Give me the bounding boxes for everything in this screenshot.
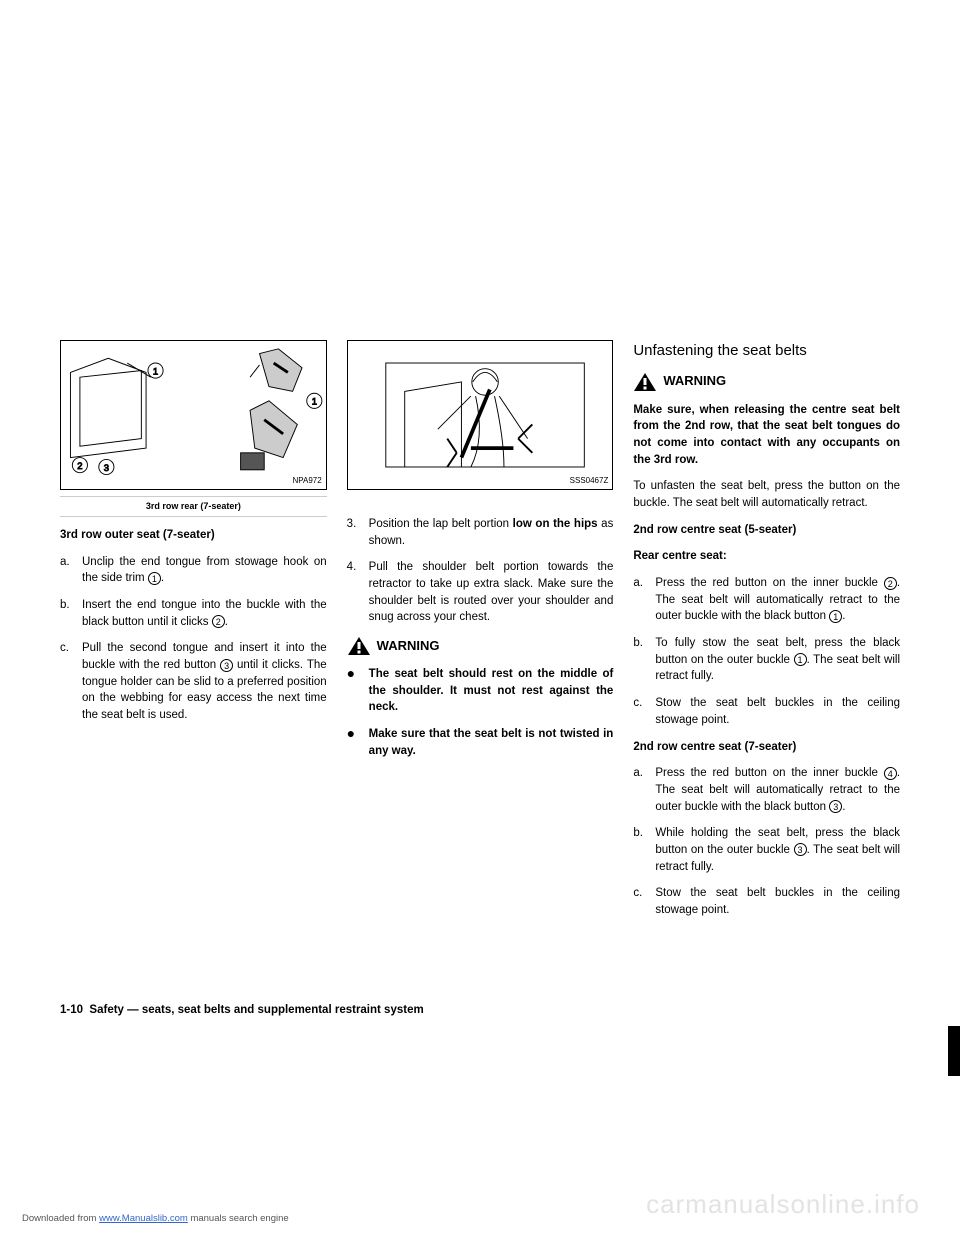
ref-circle-icon: 3 (220, 659, 233, 672)
s7-step-a: a. Press the red button on the inner buc… (633, 765, 900, 815)
section-title: Unfastening the seat belts (633, 340, 900, 362)
column-3: Unfastening the seat belts WARNING Make … (633, 340, 900, 929)
watermark: carmanualsonline.info (646, 1189, 920, 1220)
warning-bullets: ● The seat belt should rest on the middl… (347, 666, 614, 759)
content-columns: 1 2 3 1 NPA972 3rd row (0, 0, 960, 929)
page-number: 1-10 (60, 1004, 83, 1016)
list-body: Press the red button on the inner buckle… (655, 765, 900, 815)
subheading-rear-centre: Rear centre seat: (633, 548, 900, 565)
svg-text:1: 1 (312, 397, 317, 408)
subheading-7seater: 2nd row centre seat (7-seater) (633, 739, 900, 756)
text: manuals search engine (188, 1213, 289, 1224)
svg-text:3: 3 (104, 463, 109, 474)
text: Press the red button on the inner buckle (655, 767, 883, 779)
step-b: b. Insert the end tongue into the buckle… (60, 597, 327, 630)
bullet-text: The seat belt should rest on the middle … (369, 666, 614, 716)
column-1: 1 2 3 1 NPA972 3rd row (60, 340, 327, 929)
figure-lap-belt: SSS0467Z (347, 340, 614, 490)
text: Downloaded from (22, 1213, 99, 1224)
text: . (842, 610, 845, 622)
list-body: Press the red button on the inner buckle… (655, 575, 900, 625)
step-a: a. Unclip the end tongue from stowage ho… (60, 554, 327, 587)
list-body: Position the lap belt portion low on the… (369, 516, 614, 549)
seat-illustration-icon: 1 2 3 1 (61, 341, 326, 489)
bullet-icon: ● (347, 666, 361, 716)
s5-step-a: a. Press the red button on the inner buc… (633, 575, 900, 625)
s5-step-c: c. Stow the seat belt buckles in the cei… (633, 695, 900, 728)
bullet-2: ● Make sure that the seat belt is not tw… (347, 726, 614, 759)
text-bold: low on the hips (513, 518, 598, 530)
list-marker: c. (60, 640, 74, 723)
download-link[interactable]: www.Manualslib.com (99, 1213, 188, 1224)
list-body: Pull the shoulder belt portion towards t… (369, 559, 614, 626)
bullet-1: ● The seat belt should rest on the middl… (347, 666, 614, 716)
s5-step-b: b. To fully stow the seat belt, press th… (633, 635, 900, 685)
list-marker: 3. (347, 516, 361, 549)
s7-step-c: c. Stow the seat belt buckles in the cei… (633, 885, 900, 918)
text: . (842, 801, 845, 813)
list-body: To fully stow the seat belt, press the b… (655, 635, 900, 685)
person-seatbelt-icon (348, 341, 613, 489)
page-footer: 1-10 Safety — seats, seat belts and supp… (60, 1004, 424, 1016)
figure-id: SSS0467Z (570, 475, 609, 487)
warning-label: WARNING (663, 372, 726, 391)
paragraph: To unfasten the seat belt, press the but… (633, 478, 900, 511)
list-marker: c. (633, 695, 647, 728)
text: Press the red button on the inner buckle (655, 577, 883, 589)
step-3: 3. Position the lap belt portion low on … (347, 516, 614, 549)
text: . (225, 616, 228, 628)
svg-text:1: 1 (153, 366, 158, 377)
warning-triangle-icon (633, 372, 657, 392)
svg-text:2: 2 (77, 461, 82, 472)
bullet-icon: ● (347, 726, 361, 759)
list-body: Stow the seat belt buckles in the ceilin… (655, 695, 900, 728)
warning-label: WARNING (377, 637, 440, 656)
section-name: Safety — seats, seat belts and supplemen… (89, 1004, 423, 1016)
list-marker: a. (60, 554, 74, 587)
download-notice: Downloaded from www.Manualslib.com manua… (22, 1213, 289, 1224)
ref-circle-icon: 3 (829, 800, 842, 813)
ref-circle-icon: 1 (148, 572, 161, 585)
bullet-text: Make sure that the seat belt is not twis… (369, 726, 614, 759)
heading-3rd-row-outer: 3rd row outer seat (7-seater) (60, 527, 327, 544)
list-body: While holding the seat belt, press the b… (655, 825, 900, 875)
ref-circle-icon: 2 (212, 615, 225, 628)
text: Position the lap belt portion (369, 518, 513, 530)
ref-circle-icon: 4 (884, 767, 897, 780)
figure-id: NPA972 (292, 475, 321, 487)
column-2: SSS0467Z 3. Position the lap belt portio… (347, 340, 614, 929)
list-body: Pull the second tongue and insert it int… (82, 640, 327, 723)
subheading-5seater: 2nd row centre seat (5-seater) (633, 522, 900, 539)
figure-3rd-row: 1 2 3 1 NPA972 (60, 340, 327, 490)
warning-text: Make sure, when releasing the centre sea… (633, 402, 900, 469)
list-marker: b. (633, 635, 647, 685)
warning-triangle-icon (347, 636, 371, 656)
list-body: Unclip the end tongue from stowage hook … (82, 554, 327, 587)
text: Unclip the end tongue from stowage hook … (82, 556, 327, 585)
side-tab (948, 1026, 960, 1076)
list-marker: a. (633, 575, 647, 625)
list-body: Insert the end tongue into the buckle wi… (82, 597, 327, 630)
list-marker: a. (633, 765, 647, 815)
ref-circle-icon: 3 (794, 843, 807, 856)
text: Insert the end tongue into the buckle wi… (82, 599, 327, 628)
list-marker: c. (633, 885, 647, 918)
ref-circle-icon: 1 (794, 653, 807, 666)
list-body: Stow the seat belt buckles in the ceilin… (655, 885, 900, 918)
step-c: c. Pull the second tongue and insert it … (60, 640, 327, 723)
s7-step-b: b. While holding the seat belt, press th… (633, 825, 900, 875)
list-marker: b. (633, 825, 647, 875)
step-4: 4. Pull the shoulder belt portion toward… (347, 559, 614, 626)
text: . (161, 572, 164, 584)
page: 1 2 3 1 NPA972 3rd row (0, 0, 960, 1242)
list-marker: b. (60, 597, 74, 630)
ref-circle-icon: 1 (829, 610, 842, 623)
figure-caption: 3rd row rear (7-seater) (60, 496, 327, 517)
ref-circle-icon: 2 (884, 577, 897, 590)
warning-heading: WARNING (347, 636, 614, 656)
list-marker: 4. (347, 559, 361, 626)
warning-heading: WARNING (633, 372, 900, 392)
